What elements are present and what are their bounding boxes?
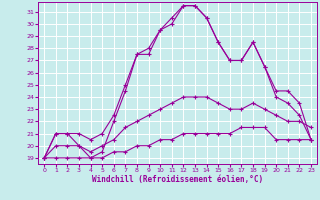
X-axis label: Windchill (Refroidissement éolien,°C): Windchill (Refroidissement éolien,°C) [92,175,263,184]
